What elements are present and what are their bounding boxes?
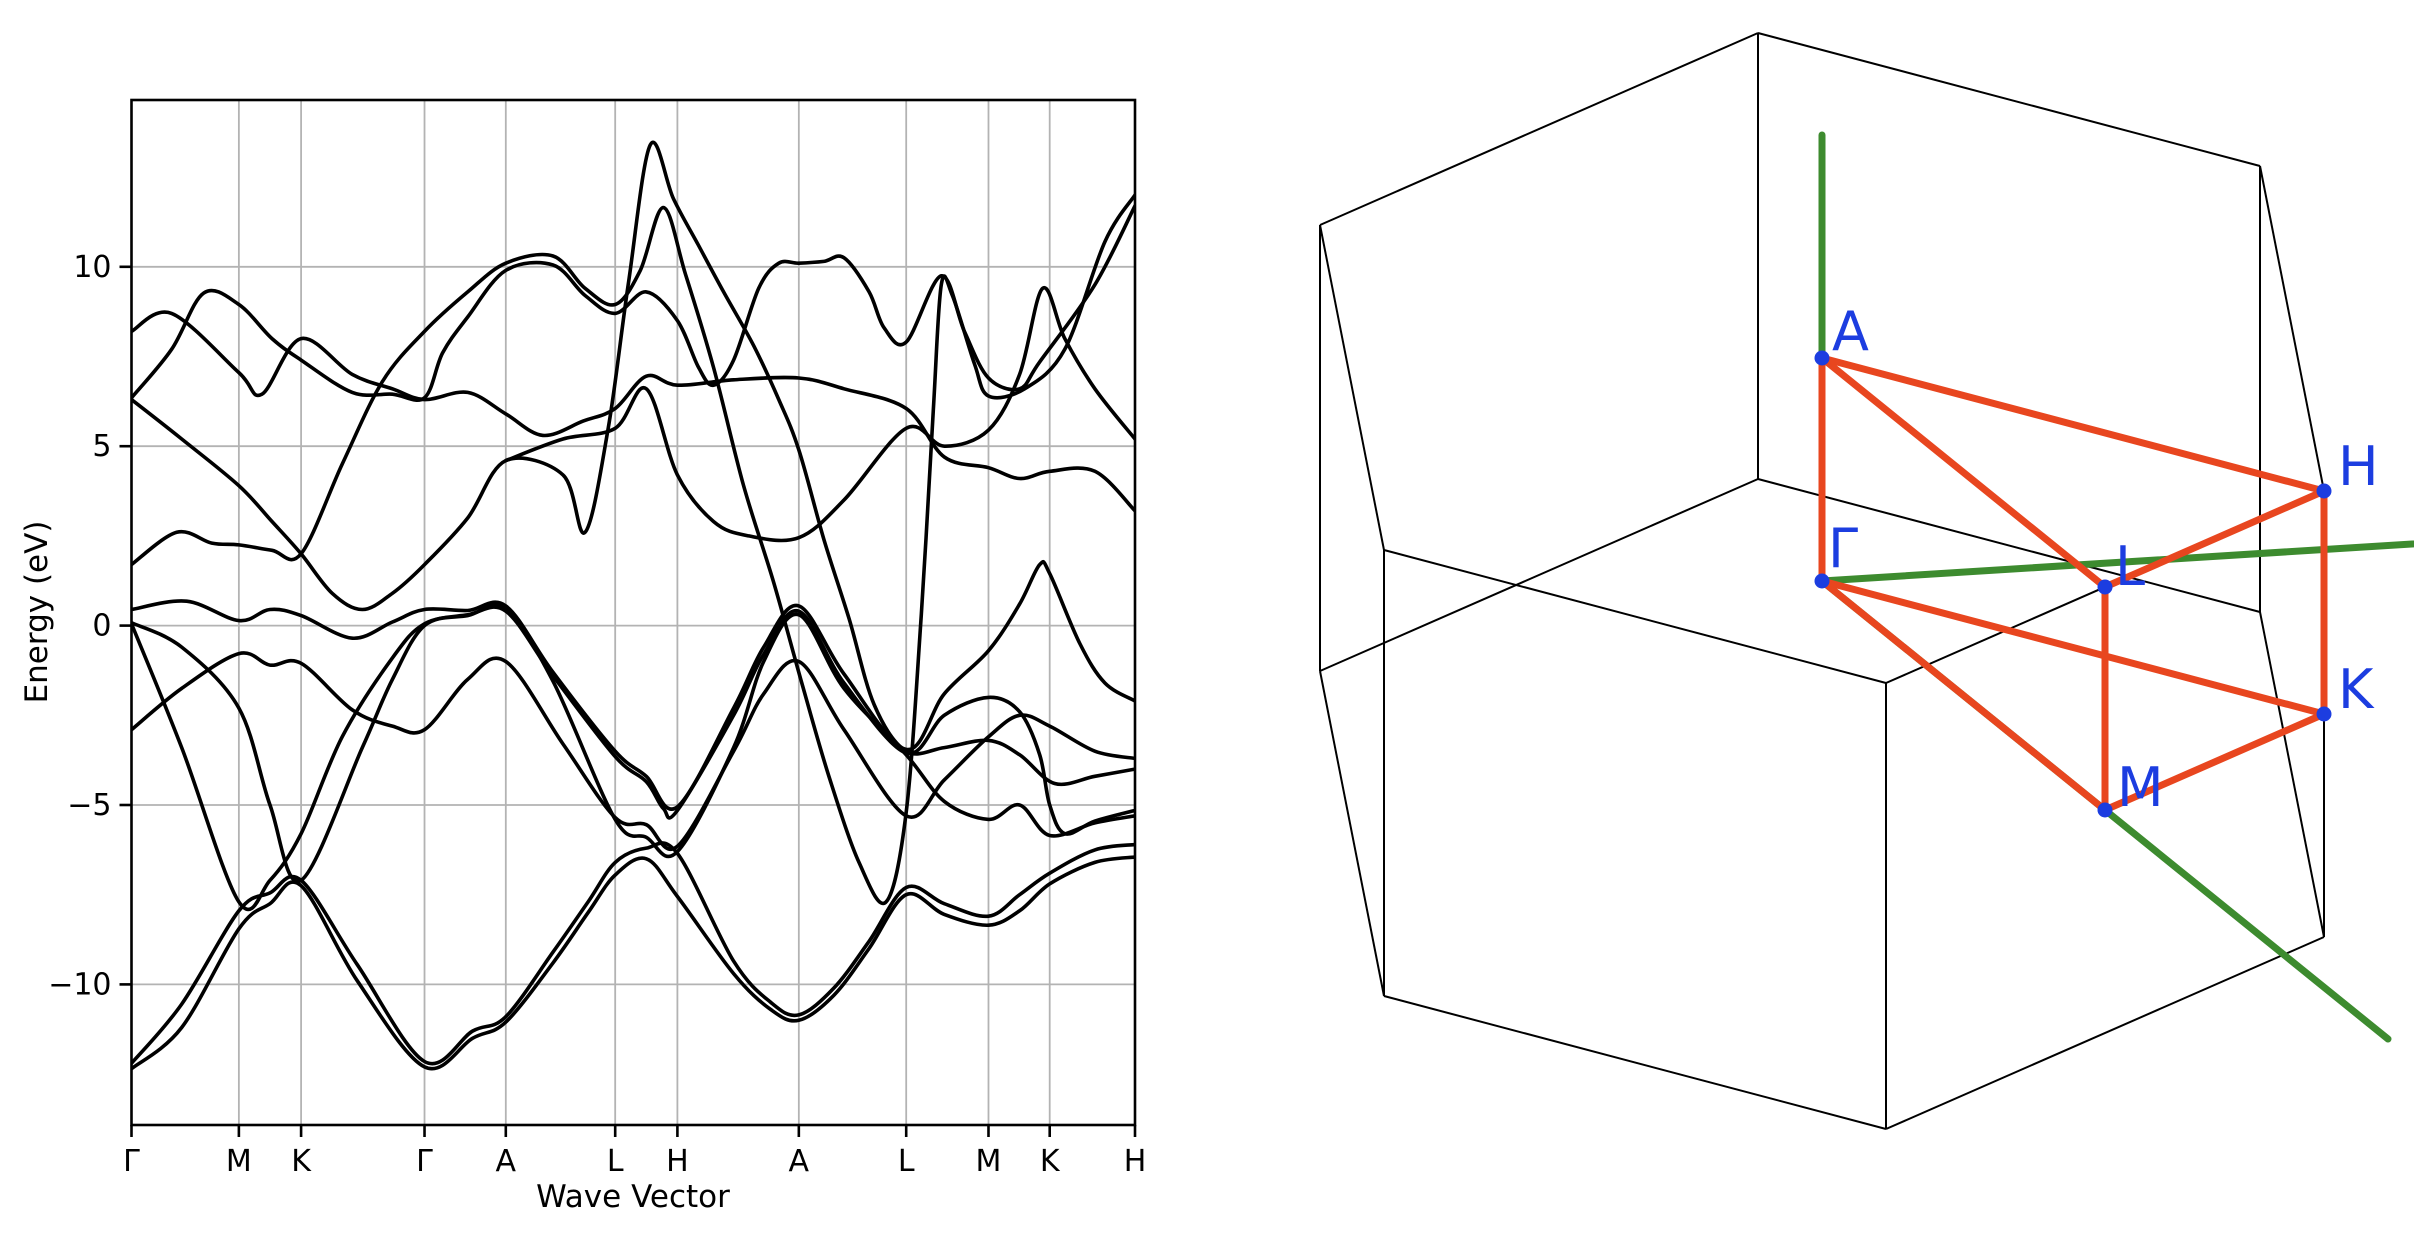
- axes-spines: [130, 98, 1137, 1127]
- kpoint-label-L: L: [2115, 535, 2145, 598]
- reciprocal-vector-2: [1818, 540, 2414, 585]
- band-structure-panel: Γ M K Γ A L H A L M K H 10 5 0 −5 −10 Energy (eV) Wave V…: [19, 98, 1147, 1215]
- bz-top-face-edge-1: [1757, 32, 2261, 167]
- x-tick-label-4: A: [496, 1144, 517, 1179]
- bz-bottom-face-edge-1: [1757, 478, 2261, 613]
- y-tick-label--5: −5: [67, 788, 111, 823]
- kpoint-dot-H: [2316, 483, 2332, 499]
- x-tick-label-7: A: [789, 1144, 810, 1179]
- bz-bottom-face-edge-4: [1383, 995, 1887, 1130]
- x-tick-label-6: H: [666, 1144, 689, 1179]
- band-02: [131, 841, 1135, 1066]
- kpoint-label-M: M: [2117, 756, 2164, 819]
- k-path-segment-H-A: [1818, 354, 2328, 495]
- bz-top-face-edge-3: [1319, 224, 1385, 551]
- x-tick-label-10: K: [1040, 1144, 1061, 1179]
- y-axis-label: Energy (eV): [19, 520, 55, 704]
- x-tick-label-2: K: [291, 1144, 312, 1179]
- y-tick-label-5: 5: [92, 429, 111, 464]
- k-path-segment-Γ-M: [1818, 577, 2109, 814]
- x-tick-label-5: L: [607, 1144, 624, 1179]
- y-tick-label-0: 0: [92, 609, 111, 644]
- x-tick-label-9: M: [976, 1144, 1002, 1179]
- kpoint-label-H: H: [2338, 435, 2379, 498]
- kpoint-label-K: K: [2338, 658, 2375, 721]
- bz-top-face-edge-4: [1383, 549, 1887, 684]
- bz-bottom-face-edge-3: [1319, 670, 1385, 997]
- band-11: [504, 286, 1135, 543]
- kpoint-dot-Γ: [1814, 573, 1830, 589]
- k-path-segment-M-K: [2101, 710, 2328, 814]
- x-tick-label-8: L: [898, 1144, 915, 1179]
- k-path-segment-K-Γ: [1818, 577, 2328, 718]
- k-path-segment-L-H: [2101, 487, 2328, 591]
- x-tick-label-1: M: [226, 1144, 252, 1179]
- kpoint-dot-A: [1814, 350, 1830, 366]
- bz-top-face-edge-0: [2259, 165, 2325, 492]
- band-09: [131, 310, 1135, 513]
- band-05: [131, 559, 1135, 811]
- x-axis-label: Wave Vector: [536, 1179, 730, 1215]
- x-tick-label-3: Γ: [416, 1144, 433, 1179]
- band-04: [131, 605, 1135, 912]
- x-tick-label-0: Γ: [123, 1144, 140, 1179]
- x-tick-label-11: H: [1124, 1144, 1147, 1179]
- band-structure-plot: Γ M K Γ A L H A L M K H 10 5 0 −5 −10: [48, 98, 1147, 1179]
- y-tick-label-10: 10: [73, 250, 111, 285]
- band-08: [131, 204, 1135, 403]
- band-curves: [131, 140, 1135, 1071]
- k-path-segment-A-L: [1818, 354, 2109, 591]
- bz-top-face-edge-2: [1319, 32, 1759, 226]
- brillouin-zone-panel: Γ A L H K M: [1256, 0, 2414, 1240]
- kpoint-dot-K: [2316, 706, 2332, 722]
- kpoint-label-A: A: [1832, 300, 1869, 363]
- bz-bottom-face-edge-0: [2259, 611, 2325, 938]
- k-path: [1818, 354, 2328, 814]
- band-01: [131, 855, 1135, 1071]
- bz-wireframe: [1319, 32, 2325, 1130]
- band-03: [131, 651, 1135, 851]
- brillouin-zone-diagram: Γ A L H K M: [1319, 32, 2414, 1130]
- kpoint-dot-L: [2097, 579, 2113, 595]
- bz-bottom-face-edge-5: [1885, 936, 2325, 1130]
- band-10: [131, 140, 1135, 787]
- bz-bottom-face-edge-2: [1319, 478, 1759, 672]
- y-tick-label--10: −10: [48, 967, 111, 1002]
- kpoint-label-Γ: Γ: [1828, 517, 1858, 580]
- band-06: [131, 603, 1135, 884]
- kpoint-dot-M: [2097, 802, 2113, 818]
